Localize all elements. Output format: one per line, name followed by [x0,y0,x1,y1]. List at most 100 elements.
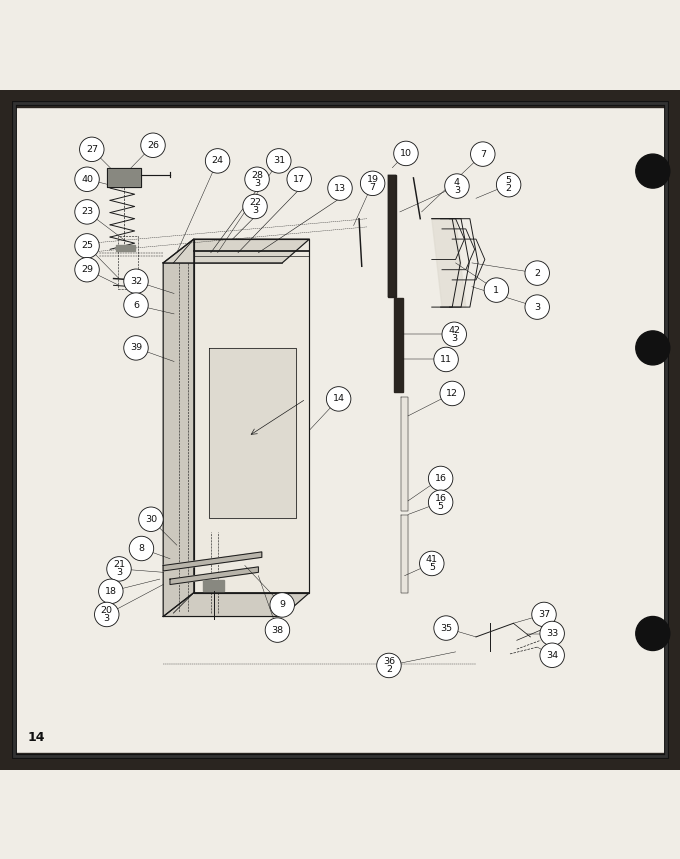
Circle shape [287,167,311,192]
Text: 23: 23 [81,207,93,216]
Circle shape [496,173,521,197]
Circle shape [326,387,351,411]
Text: 12: 12 [446,389,458,398]
Circle shape [245,167,269,192]
Circle shape [205,149,230,174]
Circle shape [394,141,418,166]
Polygon shape [0,89,680,107]
Text: 2: 2 [534,269,540,277]
Circle shape [124,293,148,317]
Circle shape [532,602,556,627]
Text: 26: 26 [147,141,159,149]
Circle shape [636,617,670,650]
Polygon shape [388,174,396,297]
Text: 21
3: 21 3 [113,560,125,577]
Polygon shape [209,348,296,518]
Text: 25: 25 [81,241,93,251]
Circle shape [75,167,99,192]
Text: 4
3: 4 3 [454,178,460,194]
Circle shape [124,269,148,294]
Text: 30: 30 [145,515,157,524]
Circle shape [540,643,564,667]
Circle shape [265,618,290,643]
Polygon shape [0,89,14,770]
Circle shape [75,199,99,224]
Circle shape [243,194,267,219]
Circle shape [525,261,549,285]
Circle shape [129,536,154,561]
Text: 5
2: 5 2 [506,176,511,193]
Polygon shape [163,551,262,571]
Circle shape [540,621,564,646]
Text: 40: 40 [81,174,93,184]
Circle shape [636,154,670,188]
Text: 14: 14 [27,731,45,744]
Text: 6: 6 [133,301,139,309]
Polygon shape [432,219,466,308]
Polygon shape [163,239,194,617]
Text: 39: 39 [130,344,142,352]
Circle shape [267,149,291,174]
Circle shape [434,347,458,372]
Polygon shape [163,593,309,617]
Text: 13: 13 [334,184,346,192]
Circle shape [95,602,119,627]
Polygon shape [401,515,408,593]
Text: 1: 1 [494,285,499,295]
Circle shape [420,551,444,576]
Text: 36
2: 36 2 [383,657,395,674]
Text: 35: 35 [440,624,452,632]
Text: 11: 11 [440,355,452,364]
Polygon shape [666,89,680,770]
Circle shape [360,171,385,196]
Text: 16: 16 [435,474,447,483]
Polygon shape [394,298,403,392]
Text: 28
3: 28 3 [251,171,263,188]
Circle shape [80,137,104,161]
Circle shape [471,142,495,167]
Circle shape [428,466,453,490]
Polygon shape [107,168,141,186]
Text: 17: 17 [293,174,305,184]
Circle shape [636,331,670,365]
Circle shape [107,557,131,582]
Text: 20
3: 20 3 [101,606,113,623]
Text: 3: 3 [534,302,541,312]
Circle shape [99,579,123,604]
Text: 33: 33 [546,629,558,638]
Polygon shape [401,397,408,511]
Polygon shape [170,567,258,584]
Text: 32: 32 [130,277,142,286]
Circle shape [75,258,99,282]
Text: 14: 14 [333,394,345,404]
Text: 38: 38 [271,625,284,635]
Text: 24: 24 [211,156,224,166]
Polygon shape [116,245,135,252]
Polygon shape [203,581,224,591]
Text: 42
3: 42 3 [448,326,460,343]
Text: 27: 27 [86,145,98,154]
Circle shape [428,490,453,515]
Text: 9: 9 [279,600,285,609]
Text: 34: 34 [546,651,558,660]
Circle shape [124,336,148,360]
Circle shape [440,381,464,405]
Text: 29: 29 [81,265,93,274]
Circle shape [139,507,163,532]
Circle shape [141,133,165,157]
Circle shape [270,593,294,617]
Text: 31: 31 [273,156,285,166]
Circle shape [484,277,509,302]
Circle shape [377,653,401,678]
Text: 10: 10 [400,149,412,158]
Text: 7: 7 [480,149,486,159]
Text: 37: 37 [538,610,550,619]
Circle shape [525,295,549,320]
Circle shape [434,616,458,640]
Text: 19
7: 19 7 [367,175,379,192]
Circle shape [328,176,352,200]
Polygon shape [194,239,309,593]
Text: 22
3: 22 3 [249,198,261,215]
Text: 16
5: 16 5 [435,494,447,511]
Text: 8: 8 [139,544,144,553]
